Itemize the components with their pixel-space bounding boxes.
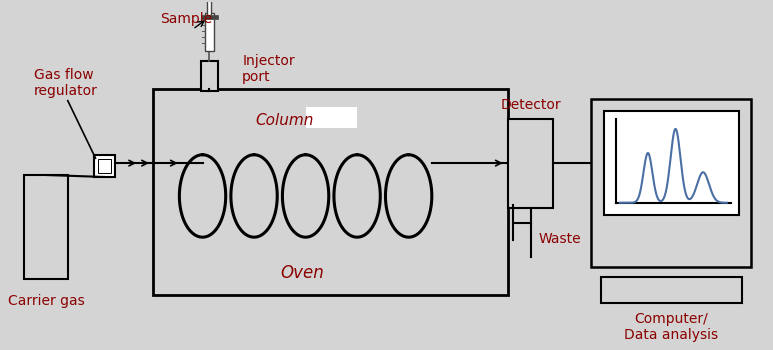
Bar [153,89,508,295]
Bar [305,107,357,128]
Text: Detector: Detector [500,98,561,112]
Text: Column: Column [255,113,313,128]
Bar [94,155,115,177]
Bar [200,61,219,91]
Bar [508,119,553,208]
Text: Oven: Oven [280,264,324,282]
Bar [97,159,111,173]
Text: Gas flow
regulator: Gas flow regulator [34,68,98,98]
Bar [200,15,219,20]
Text: Computer/
Data analysis: Computer/ Data analysis [624,312,718,342]
Bar [24,175,68,279]
Bar [604,111,739,215]
Text: Waste: Waste [539,232,581,246]
Bar [207,0,212,15]
Text: Sample: Sample [160,13,212,27]
Bar [205,14,214,51]
Text: Injector
port: Injector port [242,54,295,84]
Text: Carrier gas: Carrier gas [8,294,84,308]
Bar [591,99,751,267]
Bar [601,277,741,303]
